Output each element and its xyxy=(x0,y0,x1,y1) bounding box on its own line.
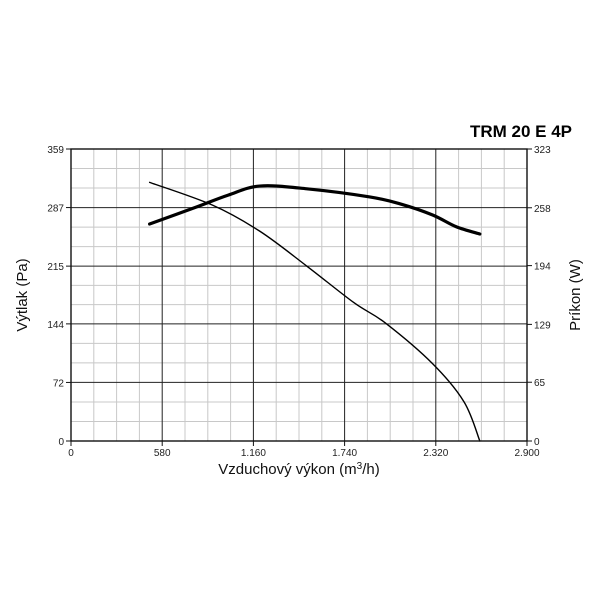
x-tick-label: 0 xyxy=(68,448,74,459)
y-left-tick-label: 0 xyxy=(58,437,64,448)
series-layer xyxy=(148,181,482,442)
chart-title: TRM 20 E 4P xyxy=(470,122,572,141)
pressure-curve-line xyxy=(148,181,481,442)
x-axis-title-sup: 3 xyxy=(357,461,363,472)
y-left-tick-label: 72 xyxy=(53,378,65,389)
x-tick-label: 1.160 xyxy=(241,448,266,459)
y-left-tick-label: 144 xyxy=(47,320,64,331)
y-right-tick-label: 258 xyxy=(534,204,551,215)
y-right-tick-label: 0 xyxy=(534,437,540,448)
x-tick-label: 1.740 xyxy=(332,448,357,459)
x-tick-label: 2.320 xyxy=(423,448,448,459)
y-axis-right-title: Príkon (W) xyxy=(567,259,584,331)
y-axis-left-title: Výtlak (Pa) xyxy=(14,258,31,331)
tick-labels: 0 580 1.160 1.740 2.320 2.9000721442152873590… xyxy=(47,145,551,459)
minor-grid xyxy=(71,149,527,441)
x-tick-label: 580 xyxy=(154,448,171,459)
plot-frame xyxy=(70,148,528,442)
y-right-tick-label: 194 xyxy=(534,262,551,273)
y-left-tick-label: 359 xyxy=(47,145,64,156)
power-curve-line xyxy=(148,184,482,236)
y-left-tick-label: 215 xyxy=(47,262,64,273)
x-axis-title-suffix: /h) xyxy=(362,461,380,478)
x-axis-title-main: Vzduchový výkon (m xyxy=(218,461,356,478)
y-right-tick-label: 129 xyxy=(534,320,551,331)
y-right-tick-label: 323 xyxy=(534,145,551,156)
x-axis-title: Vzduchový výkon (m3/h) xyxy=(218,461,379,479)
y-left-tick-label: 287 xyxy=(47,204,64,215)
y-right-tick-label: 65 xyxy=(534,378,546,389)
x-tick-label: 2.900 xyxy=(514,448,539,459)
